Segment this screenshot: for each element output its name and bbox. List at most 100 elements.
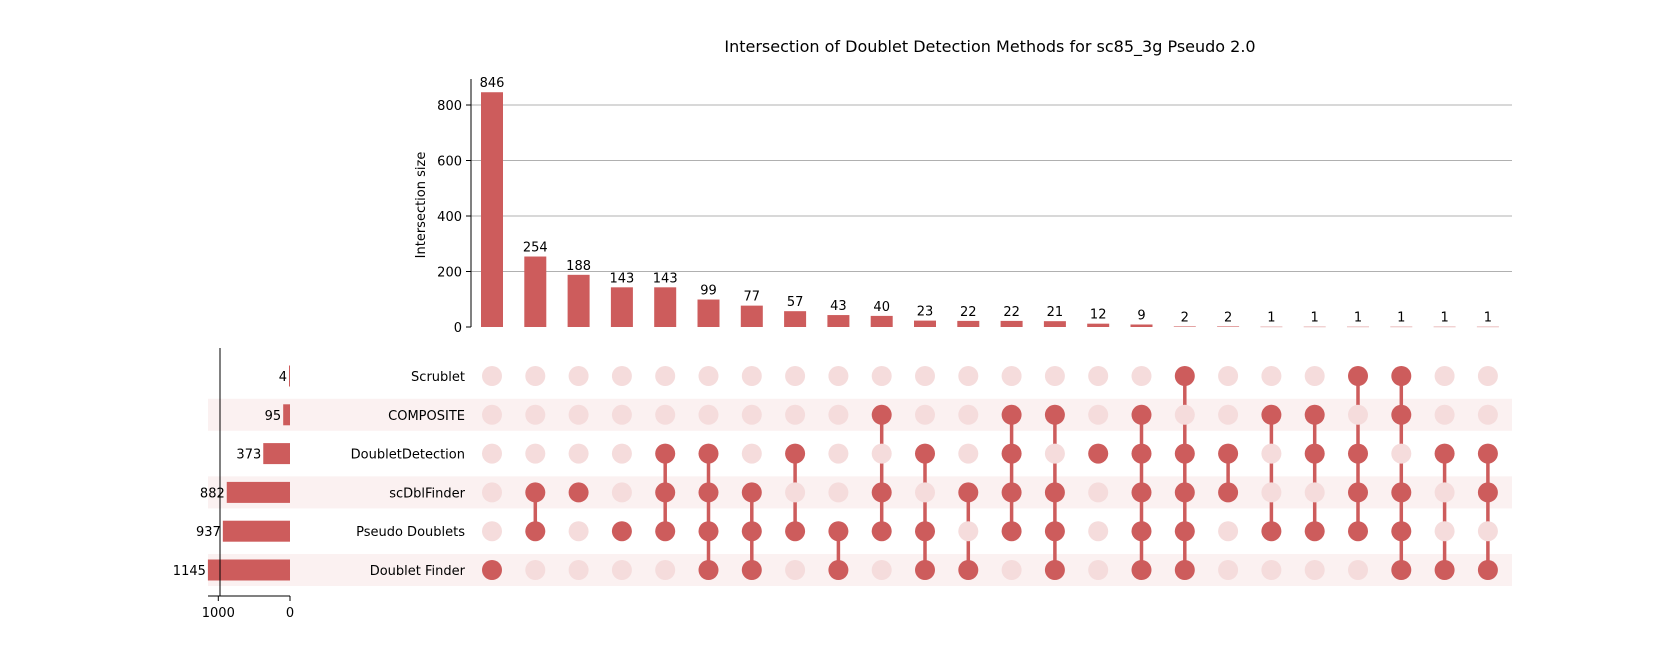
membership-dot-inactive bbox=[1088, 560, 1108, 580]
membership-dot-active bbox=[525, 521, 545, 541]
membership-dot-active bbox=[699, 521, 719, 541]
membership-dot-active bbox=[612, 521, 632, 541]
membership-dot-inactive bbox=[1088, 405, 1108, 425]
membership-dot-inactive bbox=[1435, 482, 1455, 502]
intersection-value-label: 2 bbox=[1181, 310, 1189, 325]
membership-dot-active bbox=[915, 560, 935, 580]
membership-dot-inactive bbox=[525, 366, 545, 386]
intersection-value-label: 1 bbox=[1311, 311, 1319, 326]
intersection-bar bbox=[741, 306, 763, 327]
intersection-value-label: 99 bbox=[700, 284, 717, 299]
intersection-bar bbox=[1001, 321, 1023, 327]
membership-dot-inactive bbox=[1305, 366, 1325, 386]
membership-dot-inactive bbox=[569, 521, 589, 541]
membership-dot-inactive bbox=[612, 482, 632, 502]
membership-dot-active bbox=[699, 444, 719, 464]
membership-dot-inactive bbox=[872, 444, 892, 464]
membership-dot-active bbox=[699, 560, 719, 580]
membership-dot-active bbox=[1435, 560, 1455, 580]
chart-title: Intersection of Doublet Detection Method… bbox=[724, 37, 1255, 57]
membership-dot-inactive bbox=[1218, 366, 1238, 386]
membership-dot-active bbox=[1045, 405, 1065, 425]
intersection-value-label: 43 bbox=[830, 299, 847, 314]
membership-dot-active bbox=[742, 521, 762, 541]
y-tick-label: 0 bbox=[454, 321, 462, 336]
intersection-bar bbox=[524, 257, 546, 327]
membership-dot-active bbox=[1391, 405, 1411, 425]
membership-dot-active bbox=[1218, 482, 1238, 502]
membership-dot-inactive bbox=[1045, 444, 1065, 464]
membership-dot-inactive bbox=[1348, 405, 1368, 425]
grid-lines bbox=[470, 105, 1512, 272]
membership-dot-inactive bbox=[569, 444, 589, 464]
membership-dot-inactive bbox=[1002, 366, 1022, 386]
membership-dot-active bbox=[1132, 482, 1152, 502]
membership-dot-active bbox=[1305, 444, 1325, 464]
y-tick-label: 800 bbox=[437, 99, 462, 114]
membership-dot-inactive bbox=[1175, 405, 1195, 425]
set-name-label: Pseudo Doublets bbox=[356, 525, 465, 540]
set-size-bar bbox=[289, 366, 290, 387]
membership-dot-active bbox=[1348, 444, 1368, 464]
intersection-bar bbox=[1174, 326, 1196, 327]
membership-dot-inactive bbox=[872, 366, 892, 386]
set-size-label: 4 bbox=[279, 370, 287, 385]
set-size-label: 937 bbox=[196, 525, 221, 540]
membership-dot-active bbox=[1045, 521, 1065, 541]
intersection-value-label: 1 bbox=[1440, 311, 1448, 326]
membership-dot-active bbox=[1478, 444, 1498, 464]
membership-dot-active bbox=[1305, 521, 1325, 541]
set-size-label: 1145 bbox=[173, 564, 206, 579]
membership-dot-inactive bbox=[1478, 366, 1498, 386]
membership-dot-active bbox=[1348, 482, 1368, 502]
intersection-value-label: 9 bbox=[1137, 309, 1145, 324]
membership-dot-active bbox=[872, 521, 892, 541]
set-size-bar bbox=[227, 482, 290, 503]
membership-dot-inactive bbox=[1088, 366, 1108, 386]
membership-dot-inactive bbox=[482, 482, 502, 502]
membership-dot-active bbox=[1348, 521, 1368, 541]
intersection-bars bbox=[481, 92, 1499, 327]
membership-dot-inactive bbox=[828, 405, 848, 425]
membership-dot-inactive bbox=[1435, 405, 1455, 425]
membership-dot-inactive bbox=[1261, 482, 1281, 502]
membership-dot-inactive bbox=[612, 405, 632, 425]
membership-dot-active bbox=[1132, 560, 1152, 580]
intersection-value-label: 23 bbox=[917, 305, 934, 320]
intersection-value-label: 1 bbox=[1397, 311, 1405, 326]
membership-dot-inactive bbox=[1478, 405, 1498, 425]
membership-dot-inactive bbox=[655, 366, 675, 386]
membership-dot-inactive bbox=[915, 366, 935, 386]
membership-dot-active bbox=[1391, 560, 1411, 580]
intersection-bar bbox=[914, 321, 936, 327]
membership-dot-active bbox=[655, 444, 675, 464]
intersection-value-label: 22 bbox=[1003, 305, 1020, 320]
set-name-label: COMPOSITE bbox=[388, 409, 465, 424]
membership-dot-active bbox=[699, 482, 719, 502]
intersection-bar bbox=[1087, 324, 1109, 327]
membership-dot-active bbox=[1002, 444, 1022, 464]
membership-dot-inactive bbox=[1088, 482, 1108, 502]
membership-dot-inactive bbox=[482, 521, 502, 541]
membership-dot-inactive bbox=[1132, 366, 1152, 386]
membership-dot-inactive bbox=[742, 444, 762, 464]
membership-dot-active bbox=[569, 482, 589, 502]
membership-dot-inactive bbox=[1261, 444, 1281, 464]
membership-dot-active bbox=[1175, 521, 1195, 541]
membership-dot-inactive bbox=[1045, 366, 1065, 386]
membership-dot-inactive bbox=[1348, 560, 1368, 580]
intersection-value-label: 77 bbox=[744, 290, 761, 305]
membership-dot-inactive bbox=[525, 560, 545, 580]
intersection-value-label: 143 bbox=[609, 271, 634, 286]
membership-dot-inactive bbox=[785, 560, 805, 580]
membership-dot-inactive bbox=[569, 405, 589, 425]
membership-dot-active bbox=[1261, 521, 1281, 541]
intersection-bar bbox=[827, 315, 849, 327]
membership-dot-active bbox=[1175, 366, 1195, 386]
membership-dot-active bbox=[1305, 405, 1325, 425]
membership-dot-inactive bbox=[482, 444, 502, 464]
set-size-tick-label: 1000 bbox=[202, 606, 235, 621]
intersection-bar bbox=[611, 287, 633, 327]
membership-dot-active bbox=[785, 444, 805, 464]
